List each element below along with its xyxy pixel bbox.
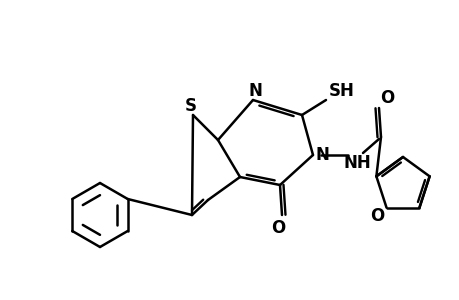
Text: O: O [379,89,393,107]
Text: O: O [270,219,285,237]
Text: SH: SH [328,82,354,100]
Text: N: N [247,82,261,100]
Text: O: O [369,207,384,225]
Text: N: N [314,146,328,164]
Text: NH: NH [342,154,370,172]
Text: S: S [185,97,196,115]
